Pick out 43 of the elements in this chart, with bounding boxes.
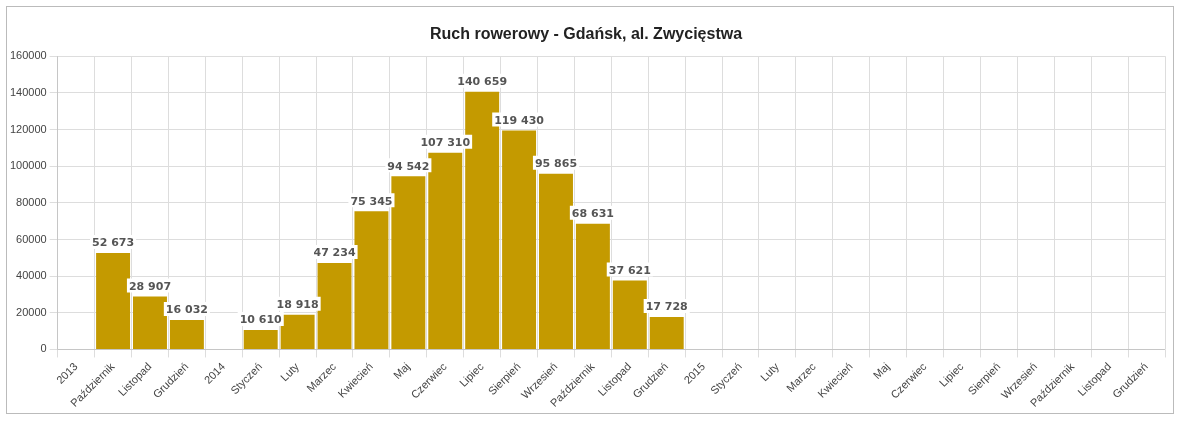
data-label: 52 673 — [92, 236, 135, 250]
data-label: 75 345 — [350, 194, 393, 208]
bar — [354, 211, 389, 349]
y-tick-label: 120000 — [9, 122, 47, 135]
y-tick-label: 160000 — [9, 49, 47, 62]
data-label: 107 310 — [420, 136, 471, 150]
data-label: 95 865 — [534, 157, 578, 171]
x-tick-label: Luty — [757, 359, 782, 384]
x-tick-label: Luty — [277, 359, 302, 384]
data-label: 140 659 — [457, 75, 508, 89]
data-label: 10 610 — [239, 313, 283, 327]
data-label: 17 728 — [645, 300, 688, 314]
y-tick-label: 60000 — [16, 232, 47, 245]
bar — [133, 296, 167, 349]
bar — [649, 316, 684, 349]
bar — [96, 252, 131, 349]
y-tick-label: 0 — [40, 342, 47, 355]
bar — [317, 262, 352, 349]
data-label: 68 631 — [571, 207, 614, 221]
bar — [612, 280, 647, 349]
bar — [243, 330, 278, 349]
data-label: 28 907 — [128, 279, 172, 293]
y-tick-label: 140000 — [9, 85, 47, 98]
bar — [502, 130, 537, 349]
data-label: 16 032 — [165, 303, 208, 317]
data-label: 37 621 — [608, 263, 651, 277]
bar — [280, 314, 315, 349]
bar — [539, 173, 573, 349]
bar — [169, 320, 204, 349]
x-tick-label: Maj — [870, 360, 892, 382]
data-label: 47 234 — [313, 246, 356, 260]
bar — [428, 152, 463, 349]
chart-title: Ruch rowerowy - Gdańsk, al. Zwycięstwa — [429, 25, 743, 43]
data-label: 94 542 — [387, 159, 430, 173]
data-label: 18 918 — [276, 298, 319, 312]
data-label: 119 430 — [494, 113, 545, 127]
y-tick-label: 20000 — [16, 305, 47, 318]
y-tick-label: 80000 — [16, 195, 47, 208]
x-tick-label: Maj — [390, 360, 412, 382]
bar — [575, 223, 610, 349]
y-tick-label: 100000 — [9, 159, 47, 172]
y-tick-label: 40000 — [16, 269, 47, 282]
bar — [391, 176, 426, 349]
